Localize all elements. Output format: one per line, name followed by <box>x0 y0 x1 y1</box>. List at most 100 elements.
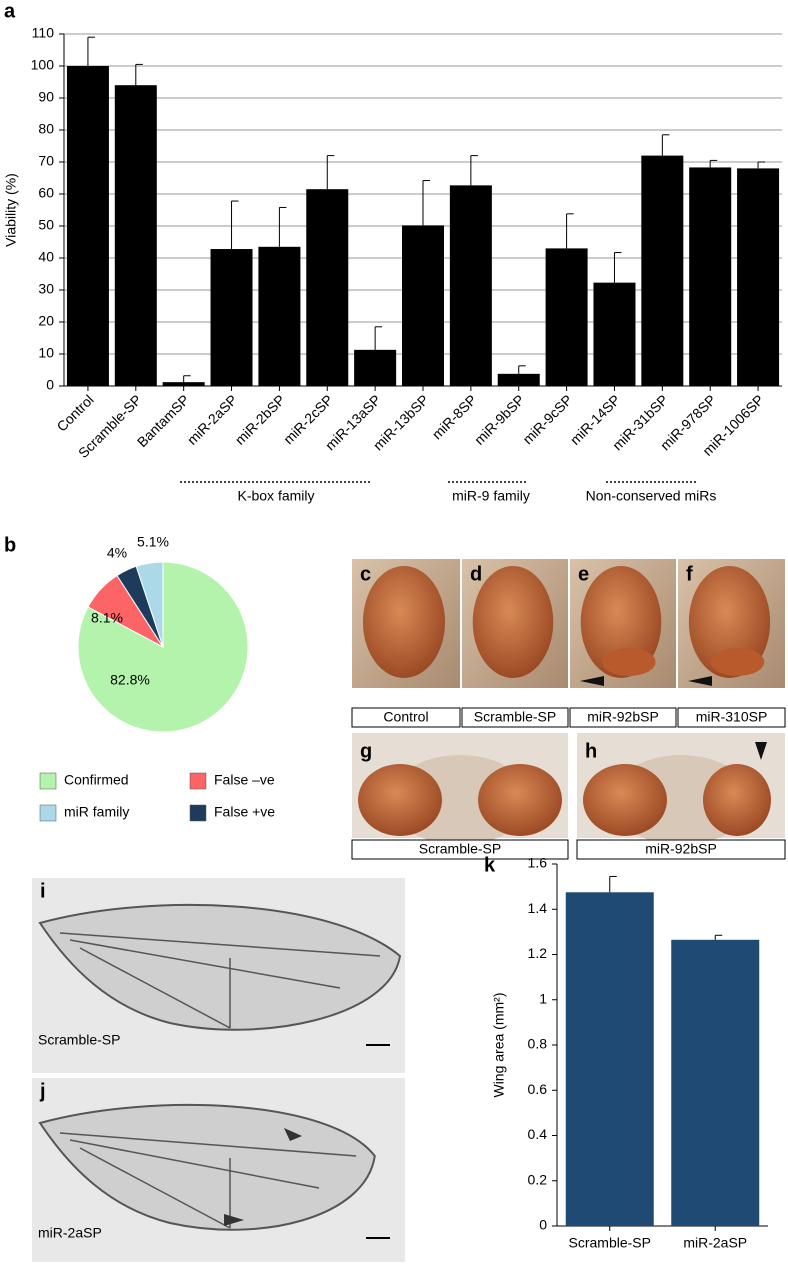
x-tick-label: miR-2aSP <box>683 1235 747 1251</box>
slice-label: 5.1% <box>137 534 169 550</box>
panel-letter: a <box>4 0 16 22</box>
panel-letter: c <box>360 563 371 585</box>
group-label: Non-conserved miRs <box>586 488 717 504</box>
slice-label: 8.1% <box>91 610 123 626</box>
slice-label: 4% <box>107 545 127 561</box>
y-tick-label: 50 <box>38 217 54 233</box>
y-tick-label: 1.2 <box>528 945 548 961</box>
y-tick-label: 0 <box>46 377 54 393</box>
arrowhead <box>224 1214 244 1226</box>
photo-caption: miR-310SP <box>696 709 768 725</box>
wing-veins <box>59 1132 357 1229</box>
slice-label: 82.8% <box>110 672 150 688</box>
legend-label: False +ve <box>214 804 275 820</box>
y-tick-label: 30 <box>38 281 54 297</box>
pie-slice <box>135 561 164 648</box>
panel-letter: g <box>360 740 372 762</box>
bar <box>306 189 349 386</box>
caption-box <box>569 707 677 728</box>
bar <box>689 167 732 386</box>
bar <box>641 155 684 386</box>
group-label: miR-9 family <box>452 488 530 504</box>
arrowhead <box>688 676 712 686</box>
bar <box>737 168 780 386</box>
y-axis-label: Wing area (mm²) <box>491 992 507 1097</box>
y-tick-label: 0 <box>539 1217 547 1233</box>
x-tick-label: Control <box>53 391 96 434</box>
x-tick-label: Scramble-SP <box>569 1235 651 1251</box>
eye <box>472 566 554 678</box>
group-label: K-box family <box>237 488 314 504</box>
legend-swatch <box>189 804 207 822</box>
panel-letter: d <box>470 563 482 585</box>
bar <box>114 85 157 386</box>
bar <box>545 248 588 386</box>
legend-label: miR family <box>64 804 129 820</box>
panel-letter: h <box>585 740 597 762</box>
legend-swatch <box>39 804 57 822</box>
legend-label: Confirmed <box>64 772 129 788</box>
bar <box>66 66 109 386</box>
y-tick-label: 1.6 <box>528 855 548 871</box>
panel-letter: e <box>578 563 589 585</box>
wing-veins <box>59 932 381 1029</box>
eye-left <box>358 764 442 836</box>
bar <box>497 373 540 386</box>
legend-label: False –ve <box>214 772 275 788</box>
eye-outgrowth <box>710 648 765 676</box>
y-tick-label: 0.4 <box>528 1126 548 1142</box>
legend-swatch <box>39 772 57 790</box>
arrowhead <box>284 1128 302 1141</box>
y-axis-label: Viability (%) <box>3 173 19 247</box>
eye <box>362 566 446 678</box>
arrowhead <box>755 742 767 760</box>
y-tick-label: 90 <box>38 89 54 105</box>
y-tick-label: 1 <box>539 990 547 1006</box>
photo-caption: Scramble-SP <box>419 841 501 857</box>
y-tick-label: 60 <box>38 185 54 201</box>
y-tick-label: 10 <box>38 345 54 361</box>
x-tick-label: miR-9bSP <box>471 391 527 447</box>
y-tick-label: 0.6 <box>528 1081 548 1097</box>
bar <box>402 225 444 386</box>
eye-outgrowth <box>602 648 656 676</box>
panel-letter: j <box>39 1080 46 1102</box>
eye-right <box>703 764 771 836</box>
x-tick-label: miR-2aSP <box>184 391 240 447</box>
photo-caption: Control <box>383 709 428 725</box>
photo-caption: miR-92bSP <box>587 709 659 725</box>
photo-caption: Scramble-SP <box>38 1032 120 1048</box>
caption-box <box>351 839 569 860</box>
bar <box>593 282 636 386</box>
y-tick-label: 40 <box>38 249 54 265</box>
y-tick-label: 100 <box>31 57 55 73</box>
x-tick-label: miR-9cSP <box>519 391 575 447</box>
photo-caption: Scramble-SP <box>474 709 556 725</box>
panel-letter: k <box>484 854 496 876</box>
legend-swatch <box>189 772 207 790</box>
bar <box>210 249 253 386</box>
caption-box <box>461 707 569 728</box>
y-tick-label: 20 <box>38 313 54 329</box>
y-tick-label: 0.2 <box>528 1171 548 1187</box>
bar <box>354 349 397 386</box>
panel-letter: b <box>4 534 16 556</box>
photo-caption: miR-92bSP <box>645 841 717 857</box>
y-tick-label: 0.8 <box>528 1036 548 1052</box>
panel-letter: i <box>40 880 46 902</box>
caption-box <box>351 707 461 728</box>
caption-box <box>677 707 786 728</box>
caption-box <box>576 839 786 860</box>
bar <box>671 939 760 1226</box>
y-tick-label: 110 <box>32 25 55 41</box>
arrowhead <box>580 676 604 686</box>
photo-caption: miR-2aSP <box>38 1225 102 1241</box>
bar <box>162 382 205 386</box>
y-tick-label: 1.4 <box>528 900 548 916</box>
eye-right <box>478 764 562 836</box>
y-tick-label: 80 <box>38 121 54 137</box>
y-tick-label: 70 <box>38 153 54 169</box>
bar <box>449 185 492 386</box>
